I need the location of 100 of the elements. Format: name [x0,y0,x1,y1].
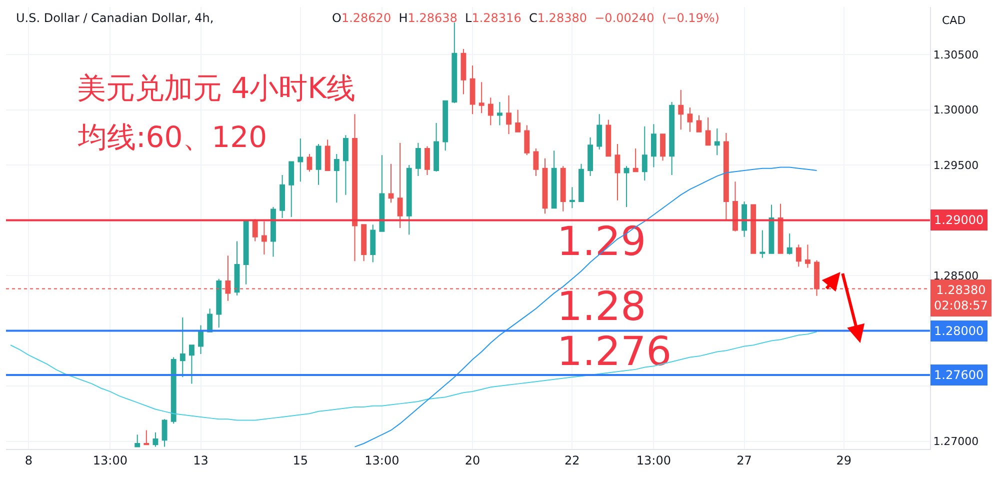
candlestick [588,136,594,177]
candlestick [361,224,367,262]
candlestick [180,317,186,378]
candlestick [742,200,748,238]
annotation: 1.276 [557,329,672,375]
candlestick [614,144,620,201]
candlestick [234,240,240,296]
candlestick [515,109,521,132]
candlestick [243,220,249,285]
candlestick [434,122,440,172]
candlestick [424,146,430,176]
line-series [354,166,818,448]
candlestick [732,181,738,232]
candlestick [397,142,403,228]
x-tick-label: 29 [836,453,852,468]
candlestick [760,230,766,258]
candlestick [352,114,358,262]
candlestick [632,148,638,172]
candlestick [714,128,720,156]
candlestick [216,278,222,328]
annotation: 1.28 [557,284,646,330]
x-tick-label: 13:00 [92,453,128,468]
candlestick [687,107,693,132]
candlestick [524,124,530,156]
candlestick [750,204,756,254]
candlestick [388,163,394,204]
candlestick [280,174,286,219]
y-tick-label: 1.30500 [933,48,979,62]
candlestick [804,244,810,268]
candlestick [796,244,802,268]
candlestick [144,430,150,446]
candlestick [478,82,484,114]
ref-line-label: 1.27600 [934,368,984,382]
candlestick [696,114,702,132]
candlestick [578,163,584,202]
ref-line-label: 1.28380 02:08:57 [934,283,988,313]
candlestick [152,432,158,448]
x-tick-label: 27 [736,453,752,468]
y-tick-label: 1.30000 [933,104,979,117]
x-tick-label: 13 [193,453,208,468]
line-series [10,331,818,421]
candlestick [606,119,612,157]
candlestick [261,220,267,256]
candlestick [560,166,566,212]
annotation: U.S. Dollar / Canadian Dollar, 4h, [16,11,214,25]
x-tick-label: 22 [564,453,580,468]
candlestick [316,144,322,186]
y-tick-label: 1.28500 [933,269,979,282]
candlestick [270,206,276,258]
candlestick [188,344,194,384]
candlestick [406,164,412,236]
candlestick [370,224,376,263]
ref-line-label: 1.28000 [934,324,984,338]
text: 均线:60、120 [77,120,268,154]
candlestick [551,150,557,209]
y-tick-label: 1.29500 [933,158,979,172]
x-tick-label: 20 [464,453,480,468]
x-tick-label: 13:00 [636,453,672,468]
x-tick-label: 13:00 [364,453,400,468]
candlestick [778,203,784,254]
text: 美元兑加元 4小时K线 [77,71,356,105]
y-axis-title: CAD [942,14,966,27]
candlestick [768,204,774,254]
candlestick [306,153,312,172]
candlestick [162,418,168,448]
candlestick [298,138,304,182]
candlestick [705,117,711,146]
x-tick-label: 8 [24,453,32,468]
candlestick [624,166,630,208]
candlestick [415,142,421,177]
candlestick [170,356,176,424]
candlestick [533,148,539,177]
candlestick [496,102,502,126]
candlestick [660,134,666,162]
candlestick [569,186,575,209]
x-tick-label: 15 [292,453,308,468]
ref-line-label: 1.29000 [934,213,984,227]
candlestick [650,124,656,168]
candlestick [134,434,140,448]
candlestick [288,161,294,218]
candlestick [334,153,340,204]
candlestick [198,324,204,354]
candlestick [642,126,648,181]
text: O1.28620 H1.28638 L1.28316 C1.28380 −0.00240 (−0.19%) [332,11,720,25]
candlestick [342,134,348,196]
candlestick [723,132,729,221]
candlestick [786,233,792,256]
candlestick [252,218,258,242]
candlestick [669,102,675,176]
candlestick [488,97,494,126]
candlestick [460,48,466,95]
candlestick [542,158,548,214]
candlestick [324,139,330,172]
candlestick [506,94,512,135]
candlestick [678,89,684,130]
candlestick [442,100,448,152]
candlestick [207,308,213,332]
candlestick [596,114,602,150]
candlestick [470,65,476,115]
candlestick [452,22,458,104]
